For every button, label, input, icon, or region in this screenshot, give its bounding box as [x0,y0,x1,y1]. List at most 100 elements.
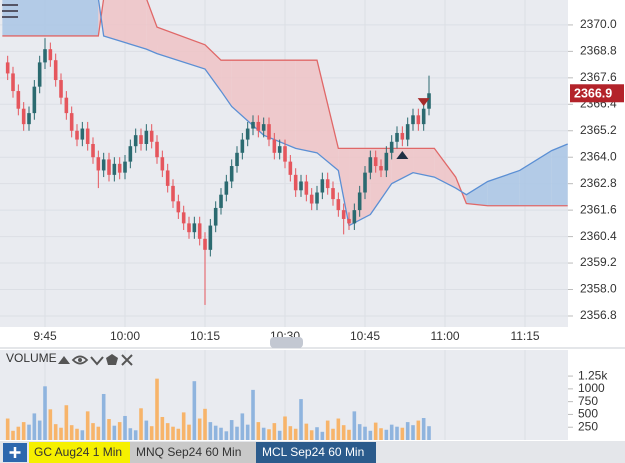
volume-bar [395,426,399,440]
y-tick-label: 250 [578,419,598,433]
scroll-handle[interactable] [270,337,303,348]
y-tick-label: 750 [578,394,598,408]
volume-bar [133,430,138,440]
cloud-line [97,0,568,227]
volume-bar [325,420,330,440]
tab-label[interactable]: MCL Sep24 60 Min [262,445,364,459]
menu-icon[interactable] [2,4,18,18]
candle-body [368,157,373,173]
tab-label[interactable]: GC Aug24 1 Min [34,445,122,459]
signal-marker [396,151,409,160]
candle-body [43,49,47,63]
candle-body [208,225,213,250]
tab-label[interactable]: MNQ Sep24 60 Min [136,445,241,459]
volume-bar [309,430,314,440]
volume-bar [336,418,341,440]
volume-bar [277,430,282,440]
candle-body [133,135,138,147]
volume-bar [107,419,111,440]
volume-bar [256,422,261,440]
volume-bar [112,425,117,440]
volume-bar [405,422,410,440]
candle-body [64,97,69,114]
signal-marker [417,98,430,107]
volume-bar [315,427,319,440]
panel-icons[interactable] [58,354,133,366]
candle-body [283,146,287,162]
candle-body [16,91,21,109]
tab[interactable] [256,442,376,463]
volume-bar [171,426,175,440]
candle-body [320,179,325,193]
volume-bar [224,431,229,440]
volume-bar [288,426,293,440]
cloud-fill [2,0,99,36]
volume-bar [293,428,298,440]
volume-bar [299,399,303,440]
candle-body [53,60,58,81]
candle-body [256,121,261,131]
volume-bar [235,426,239,440]
candle-body [325,179,330,189]
cloud-fill [413,148,435,178]
candle-body [405,124,410,140]
candle-body [5,62,10,74]
volume-bar [373,422,378,440]
candle-body [421,108,426,125]
x-tick-label: 10:00 [110,329,140,343]
candle-body [379,166,383,171]
volume-bar [160,416,165,440]
last-price-box [570,84,624,103]
candle-body [123,161,127,173]
volume-bar [240,413,245,440]
volume-bar [416,420,421,440]
y-tick-label: 1.25k [578,368,608,382]
volume-bar [261,427,266,440]
candle-body [288,161,293,175]
candle-body [251,121,255,129]
volume-bar [208,422,213,440]
volume-bar [5,418,10,440]
price-layer [0,0,568,327]
volume-bar [363,426,367,440]
candle-body [331,188,335,200]
cloud-fill [157,27,206,70]
volume-bar [16,426,21,440]
candle-body [219,194,223,208]
candle-body [139,135,143,144]
volume-bar [32,413,37,440]
y-tick-label: 2361.6 [580,202,617,216]
candle-body [304,181,309,195]
candle-body [336,199,341,211]
cloud-fill [317,60,339,171]
candle-body [352,210,357,224]
candle-body [395,132,399,142]
volume-bar [128,428,133,440]
volume-bar [245,424,250,440]
cloud-fill [295,60,318,153]
volume-bar [219,427,223,440]
candle-body [165,170,170,186]
tab[interactable] [130,442,256,463]
tab[interactable] [29,442,130,463]
last-price-label: 2366.9 [574,87,612,101]
candle-body [187,223,191,233]
candle-body [96,157,101,171]
volume-bar [272,423,277,440]
volume-bar [192,381,197,440]
candle-body [411,115,415,125]
x-tick-label: 10:15 [190,329,220,343]
volume-bar [341,425,346,440]
cloud-line [2,0,568,207]
volume-bar [53,424,58,440]
candle-body [144,130,149,144]
candle-body [389,141,394,153]
candle-body [160,157,165,171]
y-tick-label: 2362.8 [580,176,617,190]
volume-bar [176,428,181,440]
candle-body [293,174,298,191]
volume-bar [304,423,309,440]
volume-bar [80,430,85,440]
volume-bar [187,424,191,440]
